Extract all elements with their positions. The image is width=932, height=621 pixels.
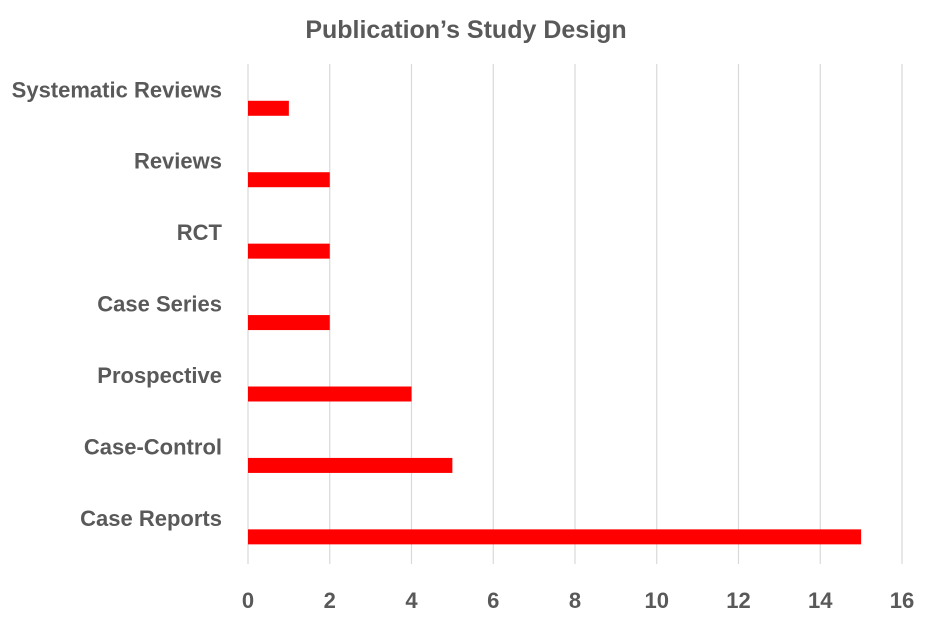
category-label: Case-Control: [84, 434, 222, 459]
x-tick-label: 16: [890, 588, 914, 613]
category-label: Case Series: [97, 292, 222, 317]
x-tick-label: 14: [808, 588, 833, 613]
category-label: RCT: [177, 220, 223, 245]
x-tick-label: 6: [487, 588, 499, 613]
x-tick-label: 4: [405, 588, 418, 613]
bar-prospective: [248, 386, 412, 402]
bar-reviews: [248, 172, 330, 188]
category-label: Case Reports: [80, 506, 222, 531]
x-tick-label: 0: [242, 588, 254, 613]
category-label: Reviews: [134, 149, 222, 174]
x-tick-label: 2: [324, 588, 336, 613]
category-label: Systematic Reviews: [12, 77, 222, 102]
x-tick-label: 12: [726, 588, 750, 613]
chart-title: Publication’s Study Design: [305, 16, 626, 44]
bar-case-series: [248, 315, 330, 331]
bar-case-reports: [248, 529, 862, 545]
bar-case-control: [248, 457, 453, 473]
bar-systematic-reviews: [248, 100, 289, 116]
x-tick-label: 8: [569, 588, 581, 613]
x-tick-label: 10: [645, 588, 669, 613]
category-labels: Systematic Reviews Reviews RCT Case Series P…: [12, 77, 223, 531]
gridlines: [247, 64, 903, 564]
category-label: Prospective: [97, 363, 222, 388]
bar-rct: [248, 243, 330, 259]
x-axis-tick-labels: 0 2 4 6 8 10 12 14 16: [242, 588, 914, 613]
bars: [248, 100, 862, 545]
